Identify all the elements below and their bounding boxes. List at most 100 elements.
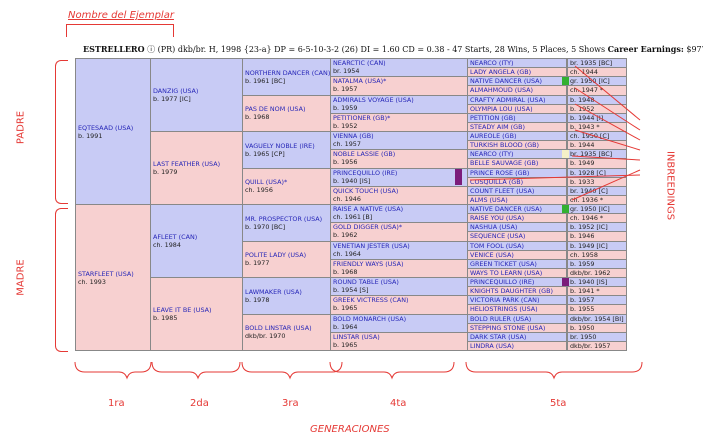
horse-name-text: FRIENDLY WAYS (USA): [333, 259, 404, 268]
horse-info-text: b. 1940 [IS]: [570, 278, 608, 286]
horse-info-text: b. 1955: [570, 305, 595, 314]
horse-name-text: DARK STAR (USA): [470, 332, 527, 341]
inbreeding-marker: [562, 149, 569, 158]
horse-name-text: LADY ANGELA (GB): [470, 68, 532, 77]
horse-info-text: dkb/br. 1962: [570, 268, 611, 277]
horse-info-text: b. 1977 [IC]: [153, 95, 191, 103]
horse-info-text: ch. 1984: [153, 241, 181, 249]
earnings-value: $977,193: [686, 45, 703, 54]
horse-info-text: b. 1959: [333, 103, 358, 112]
horse-info-text: b. 1965 [CP]: [245, 149, 285, 158]
inbreeding-marker: [562, 204, 569, 213]
horse-info-text: b. 1961 [BC]: [245, 76, 286, 85]
horse-info-text: b. 1952: [570, 104, 595, 113]
horse-name-text: ALMS (USA): [470, 195, 508, 204]
horse-info-text: b. 1944 [I]: [570, 113, 604, 122]
gen2-brace: [151, 361, 241, 380]
horse-info-text: b. 1950: [570, 323, 595, 332]
horse-name-text: TURKISH BLOOD (GB): [470, 141, 540, 150]
horse-info-text: b. 1979: [153, 168, 178, 176]
horse-info-text: b. 1954 [S]: [333, 286, 369, 294]
gen1-horse-cell[interactable]: EQTESAAD (USA) b. 1991: [75, 58, 151, 205]
horse-name-text: LINDRA (USA): [470, 341, 514, 350]
horse-info-text: ch. 1957: [333, 140, 361, 148]
gen5-horse-info: dkb/br. 1957: [567, 340, 627, 351]
horse-info-text: b. 1940 [IS]: [333, 176, 371, 185]
horse-name-text: NEARCO (ITY): [470, 150, 514, 159]
horse-info-text: dkb/br. 1954 [BI]: [570, 314, 624, 323]
horse-name-text: STEPPING STONE (USA): [470, 323, 546, 332]
horse-info-text: ch. 1947 *: [570, 86, 604, 95]
gen-label-2: 2da: [190, 398, 209, 409]
horse-name-text: ALMAHMOUD (USA): [470, 86, 534, 95]
horse-info-text: b. 1965: [333, 340, 358, 349]
horse-info-text: br. 1954: [333, 67, 360, 75]
name-bracket: [66, 24, 174, 37]
gen4-horse-cell[interactable]: LINSTAR (USA) b. 1965: [330, 331, 468, 351]
gen-label-4: 4ta: [390, 398, 407, 409]
gen2-horse-cell[interactable]: AFLEET (CAN) ch. 1984: [150, 204, 243, 278]
horse-name-text: PRINCEQUILLO (IRE): [333, 168, 398, 177]
horse-info-text: b. 1978: [245, 295, 270, 304]
inbreeding-arrow-4: [574, 129, 641, 151]
horse-name-text: AUREOLE (GB): [470, 132, 517, 140]
horse-name-text: NATIVE DANCER (USA): [470, 205, 543, 213]
horse-info-text: b. 1949 [IC]: [570, 241, 608, 250]
horse-info-text: ch. 1936 *: [570, 195, 604, 204]
padre-bracket: [55, 60, 68, 204]
horse-info-text: ch. 1993: [78, 277, 106, 286]
inbreeding-marker: [562, 76, 569, 85]
horse-name-text: NATIVE DANCER (USA): [470, 77, 543, 86]
horse-name-text: WAYS TO LEARN (USA): [470, 268, 543, 277]
gen3-horse-cell[interactable]: VAGUELY NOBLE (IRE) b. 1965 [CP]: [242, 131, 331, 169]
horse-name-text: AFLEET (CAN): [153, 233, 198, 241]
gen3-horse-cell[interactable]: NORTHERN DANCER (CAN) b. 1961 [BC]: [242, 58, 331, 96]
horse-info-text: ch. 1946 *: [570, 214, 604, 223]
horse-name-text: EQTESAAD (USA): [78, 123, 134, 132]
horse-name-text: NASHUA (USA): [470, 223, 518, 232]
horse-name-text: KNIGHTS DAUGHTER (GB): [470, 287, 553, 296]
gen3-horse-cell[interactable]: QUILL (USA)* ch. 1956: [242, 167, 331, 205]
gen3-brace: [241, 361, 343, 380]
gen3-horse-cell[interactable]: BOLD LINSTAR (USA) dkb/br. 1970: [242, 313, 331, 351]
gen3-horse-cell[interactable]: POLITE LADY (USA) b. 1977: [242, 240, 331, 278]
horse-name-text: GREEK VICTRESS (CAN): [333, 296, 409, 305]
inbreeding-arrow-2: [574, 87, 641, 131]
gen1-horse-cell[interactable]: STARFLEET (USA) ch. 1993: [75, 204, 151, 351]
horse-name-text: GREEN TICKET (USA): [470, 259, 537, 268]
gen1-brace: [74, 361, 152, 380]
horse-info-text: b. 1943 *: [570, 122, 600, 131]
horse-name-text: COSQUILLA (GB): [470, 177, 524, 186]
horse-name-text: VICTORIA PARK (CAN): [470, 296, 540, 305]
horse-name: ESTRELLERO: [83, 44, 145, 54]
horse-info-text: b. 1985: [153, 314, 178, 322]
horse-info-text: ch. 1956: [245, 186, 273, 195]
horse-info-text: dkb/br. 1970: [245, 332, 286, 341]
earnings-label: Career Earnings:: [607, 44, 684, 54]
gen5-horse-name[interactable]: LINDRA (USA): [467, 340, 567, 351]
horse-name-text: STARFLEET (USA): [78, 269, 134, 278]
horse-name-text: BOLD MONARCH (USA): [333, 314, 407, 323]
horse-info-text: b. 1933: [570, 177, 595, 186]
inbreeding-marker: [562, 277, 569, 286]
horse-info-text: b. 1977: [245, 259, 270, 268]
horse-name-text: DANZIG (USA): [153, 87, 199, 95]
horse-name-annotation: Nombre del Ejemplar: [68, 10, 174, 21]
gen2-horse-cell[interactable]: LEAVE IT BE (USA) b. 1985: [150, 277, 243, 351]
horse-name-text: MR. PROSPECTOR (USA): [245, 214, 323, 223]
horse-info-text: ch. 1961 [B]: [333, 213, 373, 221]
horse-name-text: PRINCEQUILLO (IRE): [470, 278, 535, 286]
horse-info-text: b. 1991: [78, 131, 103, 140]
gen3-horse-cell[interactable]: MR. PROSPECTOR (USA) b. 1970 [BC]: [242, 204, 331, 242]
horse-details: ⓘ (PR) dkb/br. H, 1998 {23-a} DP = 6-5-1…: [147, 45, 606, 54]
horse-name-text: VENETIAN JESTER (USA): [333, 241, 410, 250]
horse-info-text: b. 1957: [333, 85, 358, 94]
horse-info-text: ch. 1946: [333, 194, 361, 203]
horse-info-text: gr. 1950 [IC]: [570, 77, 610, 86]
horse-name-text: BOLD RULER (USA): [470, 314, 532, 323]
gen2-horse-cell[interactable]: LAST FEATHER (USA) b. 1979: [150, 131, 243, 205]
horse-info-text: b. 1962: [333, 231, 358, 240]
horse-info-text: b. 1957: [570, 296, 595, 305]
gen3-horse-cell[interactable]: PAS DE NOM (USA) b. 1968: [242, 94, 331, 132]
